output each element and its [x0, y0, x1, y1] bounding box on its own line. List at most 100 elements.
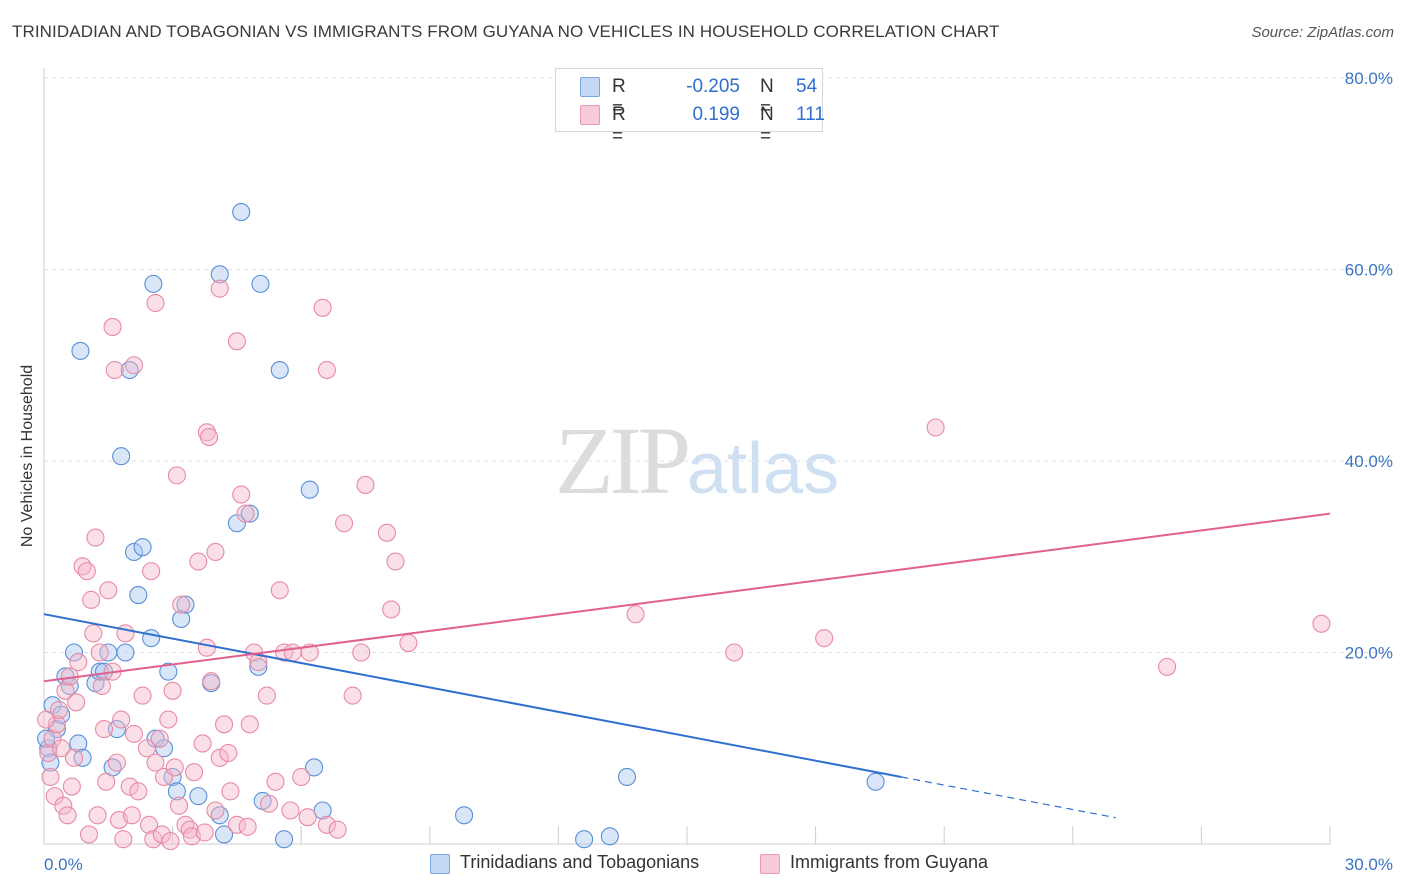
data-point-guyana — [41, 767, 60, 787]
data-point-guyana — [99, 581, 118, 600]
data-point-trinidadian — [159, 662, 178, 681]
data-point-guyana — [210, 279, 229, 298]
r-value: 0.199 — [687, 104, 740, 125]
data-point-trinidadian — [133, 538, 152, 557]
n-label: N = — [760, 104, 774, 147]
data-point-guyana — [240, 715, 259, 734]
blue-swatch — [430, 854, 450, 874]
data-point-trinidadian — [124, 542, 144, 562]
data-point-guyana — [62, 777, 81, 796]
data-point-guyana — [313, 298, 332, 317]
data-point-guyana — [317, 360, 336, 380]
data-point-guyana — [352, 643, 371, 662]
data-point-trinidadian — [142, 629, 161, 648]
y-axis-label: No Vehicles in Household — [19, 364, 36, 548]
data-point-trinidadian — [144, 274, 163, 293]
data-point-trinidadian — [37, 729, 56, 748]
data-point-trinidadian — [129, 585, 148, 605]
data-point-trinidadian — [107, 720, 126, 739]
data-point-guyana — [172, 595, 191, 614]
data-point-guyana — [328, 820, 347, 839]
r-label: R = — [612, 76, 626, 119]
data-point-guyana — [146, 293, 165, 313]
data-point-guyana — [236, 504, 255, 523]
data-point-trinidadian — [240, 504, 259, 523]
data-point-guyana — [105, 360, 124, 380]
data-point-guyana — [210, 748, 229, 767]
data-point-guyana — [292, 767, 311, 787]
data-point-trinidadian — [270, 360, 289, 380]
data-point-guyana — [335, 514, 354, 533]
data-point-guyana — [69, 653, 88, 672]
data-point-guyana — [399, 633, 418, 652]
data-point-guyana — [317, 815, 336, 834]
data-point-guyana — [257, 686, 276, 705]
data-point-guyana — [79, 825, 99, 844]
data-point-guyana — [82, 590, 101, 609]
data-point-guyana — [382, 600, 401, 619]
legend-label: Immigrants from Guyana — [790, 852, 989, 872]
data-point-trinidadian — [275, 830, 294, 849]
watermark-atlas: atlas — [687, 429, 840, 509]
data-point-guyana — [386, 552, 405, 571]
data-point-guyana — [283, 643, 302, 662]
data-point-guyana — [90, 643, 109, 662]
y-tick-label: 80.0% — [1345, 69, 1393, 88]
data-point-guyana — [180, 820, 199, 839]
data-point-guyana — [139, 815, 159, 834]
y-tick-label: 20.0% — [1345, 644, 1393, 663]
data-point-guyana — [86, 528, 105, 547]
data-point-guyana — [167, 466, 186, 485]
data-point-guyana — [163, 681, 182, 700]
data-point-guyana — [146, 753, 165, 772]
data-point-trinidadian — [600, 827, 619, 846]
r-value: -0.205 — [686, 76, 740, 97]
data-point-guyana — [356, 475, 375, 494]
data-point-trinidadian — [64, 643, 84, 662]
data-point-guyana — [116, 624, 135, 643]
data-point-guyana — [142, 562, 161, 581]
data-point-guyana — [92, 676, 111, 696]
data-point-guyana — [56, 681, 75, 700]
trend-line-trinidadian — [43, 613, 902, 778]
data-point-guyana — [54, 796, 73, 815]
data-point-guyana — [193, 734, 212, 753]
legend-label: Trinidadians and Tobagonians — [460, 852, 700, 872]
data-point-guyana — [124, 356, 144, 375]
y-tick-label: 40.0% — [1345, 452, 1393, 471]
data-point-guyana — [232, 485, 251, 504]
data-point-guyana — [122, 806, 141, 825]
data-point-trinidadian — [69, 734, 88, 753]
n-label: N = — [760, 76, 774, 119]
data-point-guyana — [281, 801, 300, 820]
data-point-guyana — [120, 777, 139, 796]
data-point-guyana — [197, 423, 216, 442]
data-point-guyana — [37, 710, 56, 729]
data-point-trinidadian — [300, 480, 319, 499]
data-point-trinidadian — [71, 341, 90, 360]
data-point-trinidadian — [305, 758, 324, 777]
data-point-guyana — [165, 758, 184, 777]
n-value: 54 — [796, 76, 818, 97]
data-point-guyana — [626, 605, 645, 624]
data-point-guyana — [88, 806, 107, 825]
data-point-guyana — [219, 743, 238, 763]
pink-swatch — [580, 105, 600, 125]
data-point-trinidadian — [313, 801, 332, 820]
data-point-guyana — [195, 823, 214, 842]
data-point-trinidadian — [866, 772, 885, 791]
data-point-guyana — [1312, 614, 1331, 633]
data-point-trinidadian — [112, 447, 131, 466]
data-point-guyana — [300, 643, 319, 662]
data-point-guyana — [815, 629, 834, 648]
n-value: 111 — [796, 104, 825, 125]
data-point-guyana — [343, 686, 362, 705]
data-point-trinidadian — [617, 767, 637, 787]
data-point-guyana — [206, 801, 225, 820]
data-point-guyana — [184, 763, 204, 782]
data-point-guyana — [227, 332, 246, 351]
data-point-guyana — [103, 317, 122, 337]
blue-swatch — [580, 77, 600, 97]
data-point-trinidadian — [251, 274, 270, 293]
